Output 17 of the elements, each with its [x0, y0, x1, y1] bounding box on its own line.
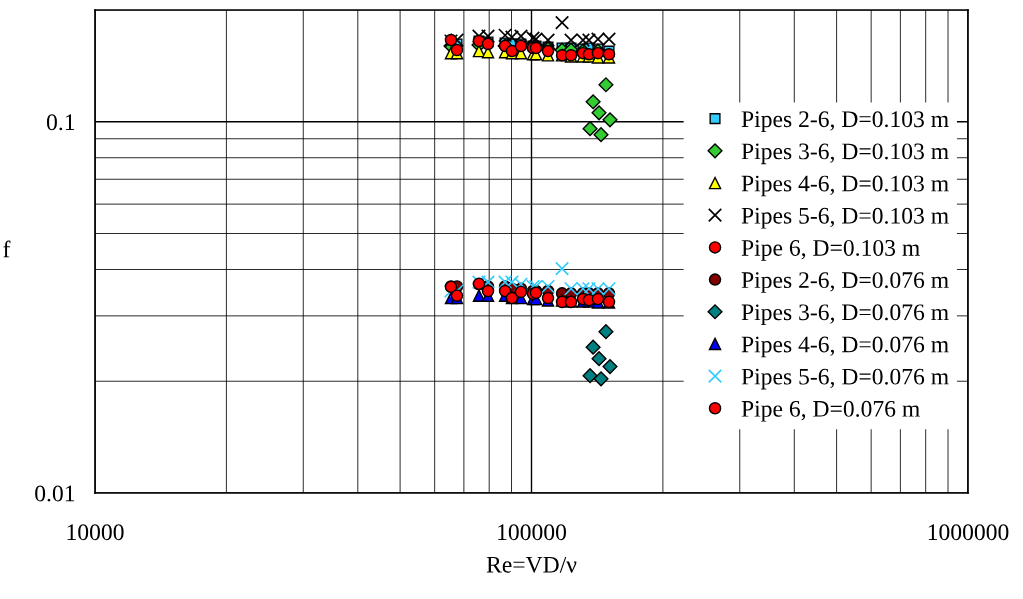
- legend-label: Pipes 2-6, D=0.103 m: [741, 111, 949, 132]
- legend-label: Pipe 6, D=0.103 m: [741, 239, 920, 261]
- legend-label: Pipes 3-6, D=0.103 m: [741, 143, 949, 165]
- legend-label: Pipes 4-6, D=0.076 m: [741, 336, 949, 358]
- legend-label: Pipes 2-6, D=0.076 m: [741, 272, 949, 293]
- legend-label: Pipe 6, D=0.076 m: [741, 400, 920, 422]
- x-tick-label: 10000: [67, 524, 124, 541]
- y-tick-label: 0.1: [46, 114, 75, 131]
- x-axis-title: Re=VD/ν: [486, 556, 577, 573]
- legend-label: Pipes 5-6, D=0.076 m: [741, 368, 949, 390]
- y-axis-title: f: [3, 240, 11, 258]
- legend-label: Pipes 5-6, D=0.103 m: [741, 207, 949, 229]
- legend-label: Pipes 4-6, D=0.103 m: [741, 175, 949, 197]
- x-tick-label: 1000000: [928, 524, 1009, 541]
- legend-label: Pipes 3-6, D=0.076 m: [741, 304, 949, 326]
- y-tick-label: 0.01: [35, 485, 75, 502]
- x-tick-label: 100000: [498, 524, 567, 541]
